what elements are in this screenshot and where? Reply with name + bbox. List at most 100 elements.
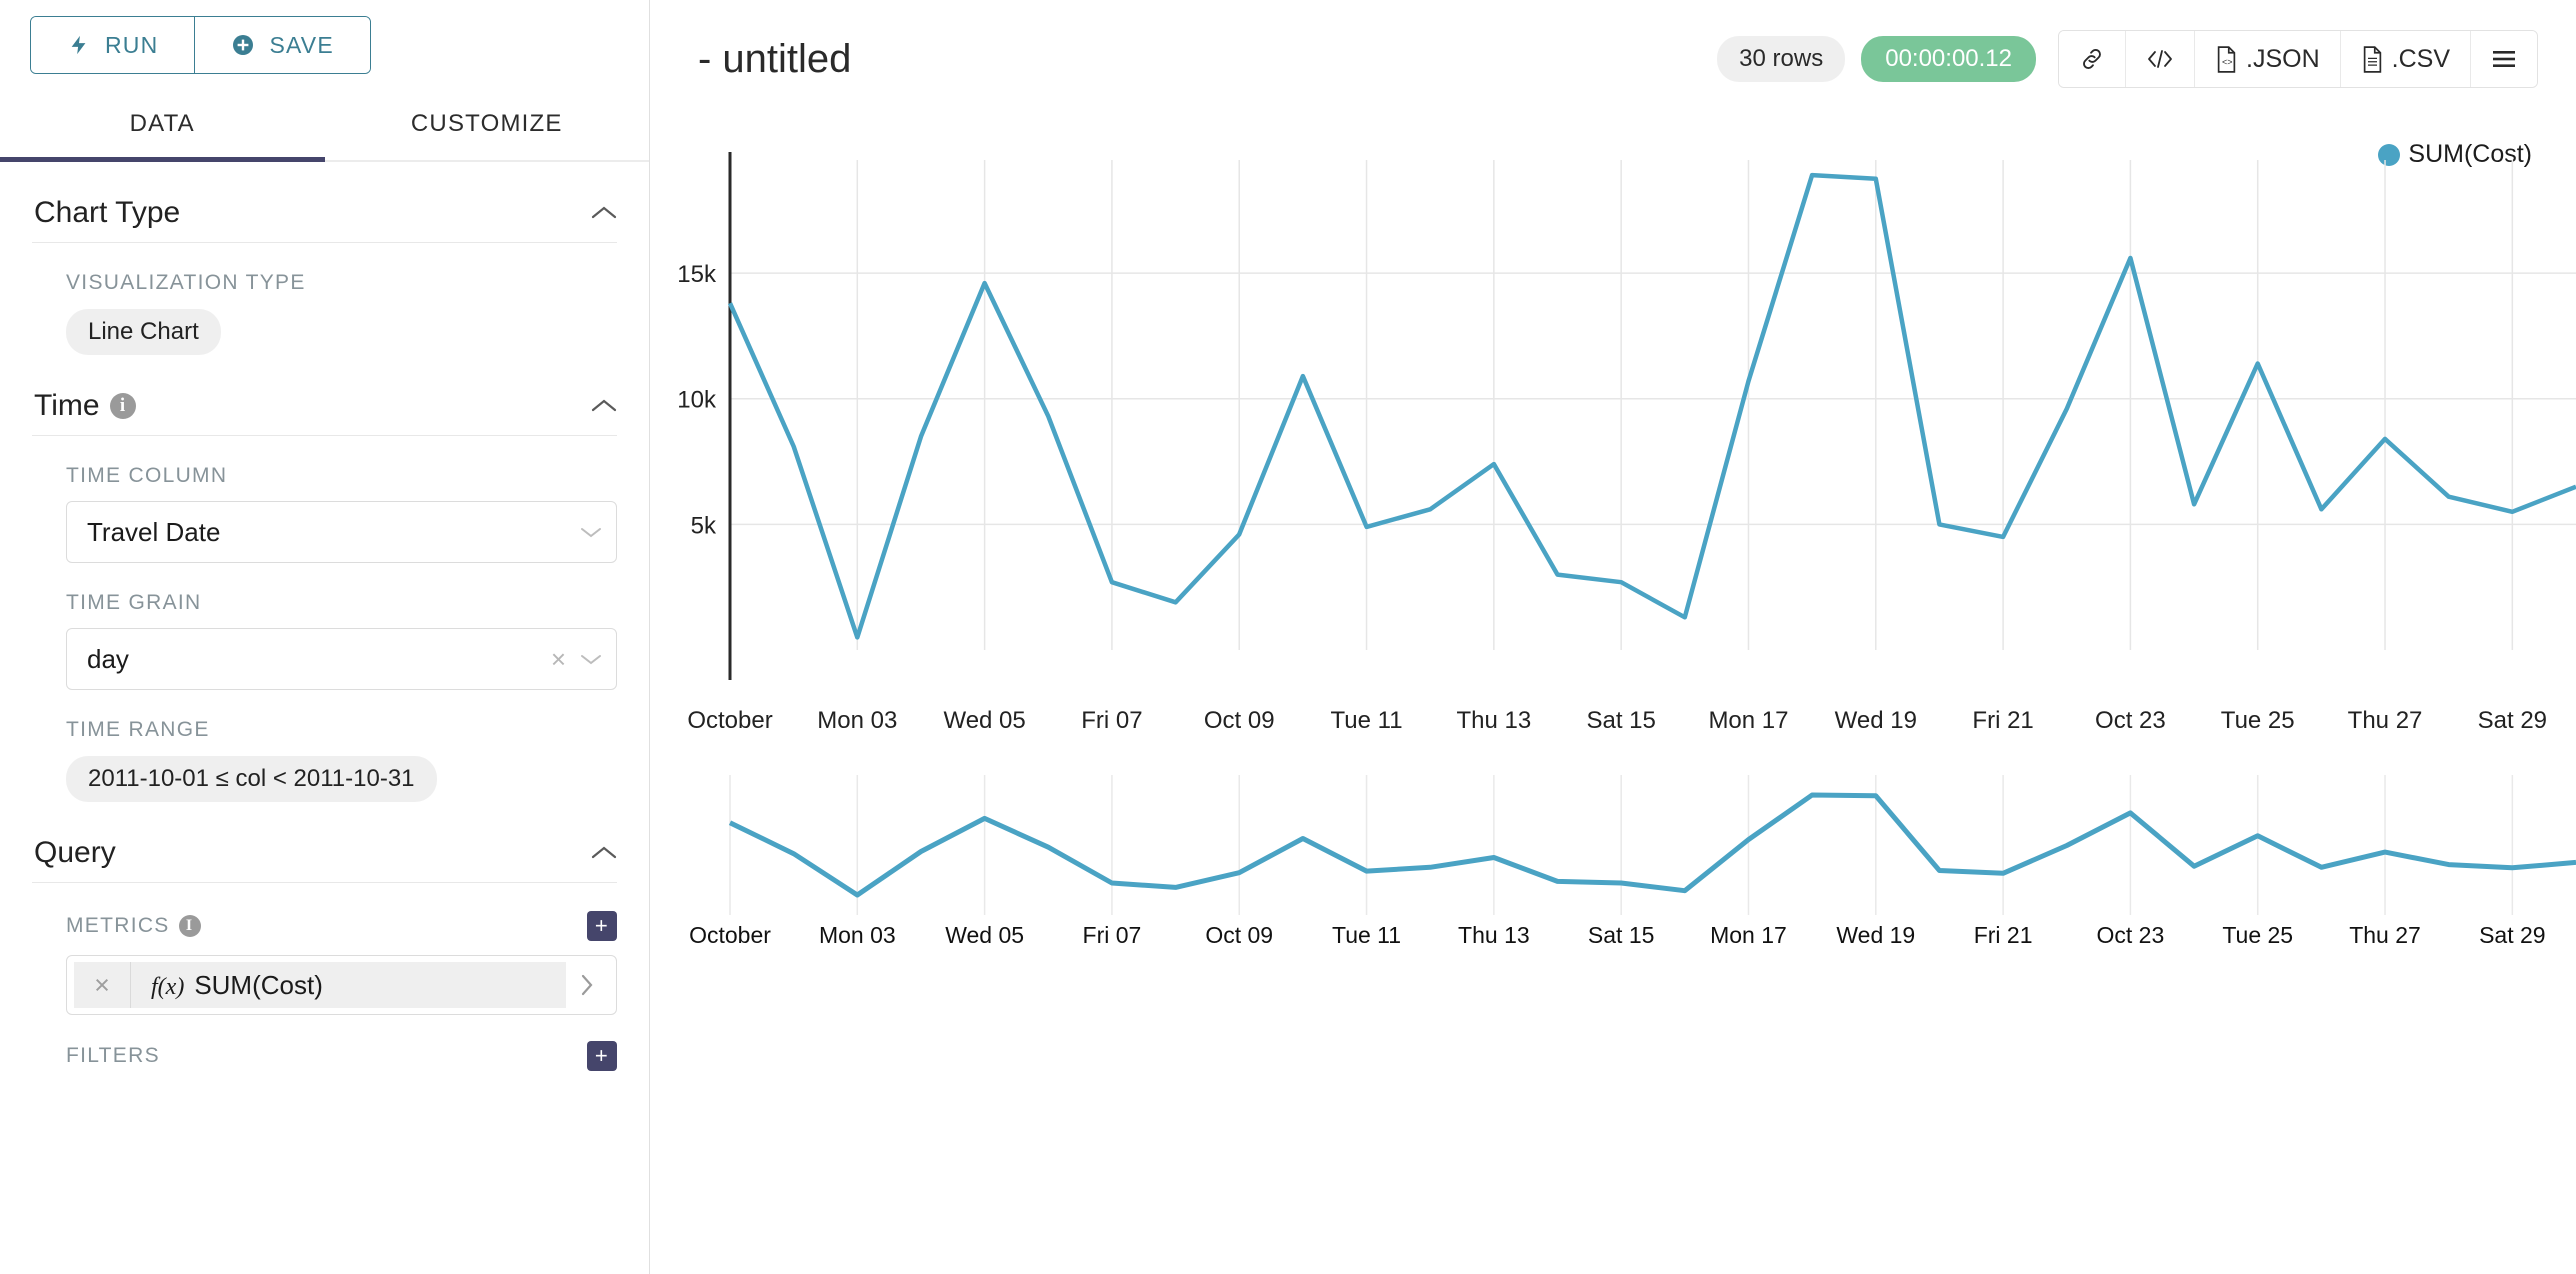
chart-legend[interactable]: SUM(Cost) xyxy=(2378,140,2532,169)
chevron-down-icon[interactable] xyxy=(580,653,602,666)
time-range-label: TIME RANGE xyxy=(66,718,210,741)
svg-text:Wed 05: Wed 05 xyxy=(943,707,1025,734)
section-title-time: Time xyxy=(34,389,100,422)
time-grain-value: day xyxy=(87,643,129,674)
svg-text:Mon 17: Mon 17 xyxy=(1708,707,1788,734)
svg-text:Wed 19: Wed 19 xyxy=(1836,922,1915,948)
chevron-up-icon[interactable] xyxy=(591,398,617,414)
chart-svg[interactable]: 5k 10k 15k October Mon 03 Wed 05 Fri 07 Oct 09 T… xyxy=(650,150,2576,1274)
add-metric-button[interactable]: + xyxy=(587,911,617,941)
divider xyxy=(32,242,617,243)
svg-text:Tue 25: Tue 25 xyxy=(2222,922,2293,948)
tab-customize[interactable]: CUSTOMIZE xyxy=(325,96,650,160)
divider xyxy=(130,962,131,1008)
divider xyxy=(32,882,617,883)
time-range-value[interactable]: 2011-10-01 ≤ col < 2011-10-31 xyxy=(66,756,437,802)
visualization-type-value[interactable]: Line Chart xyxy=(66,309,221,355)
svg-text:Wed 19: Wed 19 xyxy=(1835,707,1917,734)
section-header-time[interactable]: Time i xyxy=(32,355,617,435)
svg-text:Sat 15: Sat 15 xyxy=(1588,922,1655,948)
line-chart-plot[interactable]: 5k 10k 15k October Mon 03 Wed 05 Fri 07 Oct 09 T… xyxy=(650,150,2576,1274)
field-filters: FILTERS + xyxy=(32,1015,617,1071)
active-tab-indicator xyxy=(0,157,325,162)
clear-icon[interactable]: × xyxy=(550,643,566,674)
visualization-type-label: VISUALIZATION TYPE xyxy=(66,271,306,294)
view-query-button[interactable] xyxy=(2125,31,2195,87)
chevron-down-icon[interactable] xyxy=(580,526,602,539)
time-grain-label: TIME GRAIN xyxy=(66,591,202,614)
svg-text:Mon 03: Mon 03 xyxy=(819,922,896,948)
metrics-label-row: METRICS i + xyxy=(66,911,617,941)
svg-text:Thu 27: Thu 27 xyxy=(2349,922,2421,948)
code-icon xyxy=(2146,46,2174,72)
field-time-range: TIME RANGE 2011-10-01 ≤ col < 2011-10-31 xyxy=(32,690,617,802)
run-save-button-group: RUN SAVE xyxy=(30,16,371,74)
chart-header: - untitled 30 rows 00:00:00.12 xyxy=(650,0,2576,92)
control-sections: Chart Type VISUALIZATION TYPE Line Chart… xyxy=(0,162,649,1071)
svg-text:Tue 11: Tue 11 xyxy=(1331,707,1403,734)
chart-area: - untitled 30 rows 00:00:00.12 xyxy=(650,0,2576,1274)
filters-label: FILTERS xyxy=(66,1044,160,1067)
action-bar: RUN SAVE xyxy=(0,0,649,74)
header-toolbar: 30 rows 00:00:00.12 xyxy=(1717,30,2538,88)
export-csv-label: .CSV xyxy=(2391,44,2450,73)
svg-text:<>: <> xyxy=(2222,57,2233,67)
remove-metric-icon[interactable]: × xyxy=(94,969,110,1000)
filters-label-row: FILTERS + xyxy=(66,1041,617,1071)
section-title-chart-type: Chart Type xyxy=(34,196,181,229)
info-icon[interactable]: i xyxy=(178,915,201,937)
metric-label: f(x) SUM(Cost) xyxy=(131,970,323,1001)
export-csv-button[interactable]: .CSV xyxy=(2339,31,2470,87)
chevron-up-icon[interactable] xyxy=(591,205,617,221)
section-header-chart-type[interactable]: Chart Type xyxy=(32,162,617,242)
svg-text:October: October xyxy=(687,707,772,734)
control-panel-sidebar: RUN SAVE DATA CUSTOMIZE Chart Type xyxy=(0,0,650,1274)
svg-text:Fri 07: Fri 07 xyxy=(1081,707,1142,734)
field-visualization-type: VISUALIZATION TYPE Line Chart xyxy=(32,243,617,355)
svg-text:Mon 03: Mon 03 xyxy=(817,707,897,734)
link-icon xyxy=(2079,46,2105,72)
time-column-value: Travel Date xyxy=(87,516,221,547)
run-button[interactable]: RUN xyxy=(31,17,195,73)
svg-text:Oct 23: Oct 23 xyxy=(2095,707,2166,734)
svg-text:Sat 15: Sat 15 xyxy=(1586,707,1655,734)
add-filter-button[interactable]: + xyxy=(587,1041,617,1071)
svg-text:Oct 23: Oct 23 xyxy=(2097,922,2165,948)
query-duration-badge: 00:00:00.12 xyxy=(1861,36,2037,82)
divider xyxy=(32,435,617,436)
save-button-label: SAVE xyxy=(269,31,334,58)
metric-item[interactable]: × f(x) SUM(Cost) xyxy=(66,955,617,1015)
svg-text:October: October xyxy=(689,922,771,948)
chevron-right-icon[interactable] xyxy=(566,973,608,997)
svg-text:15k: 15k xyxy=(677,261,717,288)
page-title[interactable]: - untitled xyxy=(698,36,852,81)
hamburger-icon xyxy=(2491,48,2517,70)
legend-label: SUM(Cost) xyxy=(2408,140,2532,168)
function-icon: f(x) xyxy=(151,973,185,1000)
time-grain-select[interactable]: day × xyxy=(66,628,617,690)
svg-text:Sat 29: Sat 29 xyxy=(2478,707,2547,734)
info-icon[interactable]: i xyxy=(109,393,136,419)
share-link-button[interactable] xyxy=(2059,31,2126,87)
tab-data[interactable]: DATA xyxy=(0,96,325,160)
svg-text:Fri 07: Fri 07 xyxy=(1083,922,1142,948)
metrics-label: METRICS xyxy=(66,914,170,937)
chart-action-buttons: <> .JSON .CSV xyxy=(2058,30,2538,88)
lightning-icon xyxy=(67,33,91,57)
svg-text:Sat 29: Sat 29 xyxy=(2479,922,2546,948)
svg-text:Thu 13: Thu 13 xyxy=(1457,707,1532,734)
metric-value: SUM(Cost) xyxy=(194,969,323,1000)
export-json-button[interactable]: <> .JSON xyxy=(2194,31,2340,87)
chevron-up-icon[interactable] xyxy=(591,845,617,861)
export-json-label: .JSON xyxy=(2246,44,2320,73)
time-column-select[interactable]: Travel Date xyxy=(66,501,617,563)
panel-tabs: DATA CUSTOMIZE xyxy=(0,96,649,162)
run-button-label: RUN xyxy=(105,31,159,58)
field-time-column: TIME COLUMN Travel Date xyxy=(32,436,617,563)
more-menu-button[interactable] xyxy=(2470,31,2537,87)
json-file-icon: <> xyxy=(2215,45,2238,73)
section-header-query[interactable]: Query xyxy=(32,802,617,882)
save-button[interactable]: SAVE xyxy=(194,17,370,73)
svg-text:Tue 11: Tue 11 xyxy=(1332,922,1401,948)
metric-chip[interactable]: × f(x) SUM(Cost) xyxy=(74,962,566,1008)
